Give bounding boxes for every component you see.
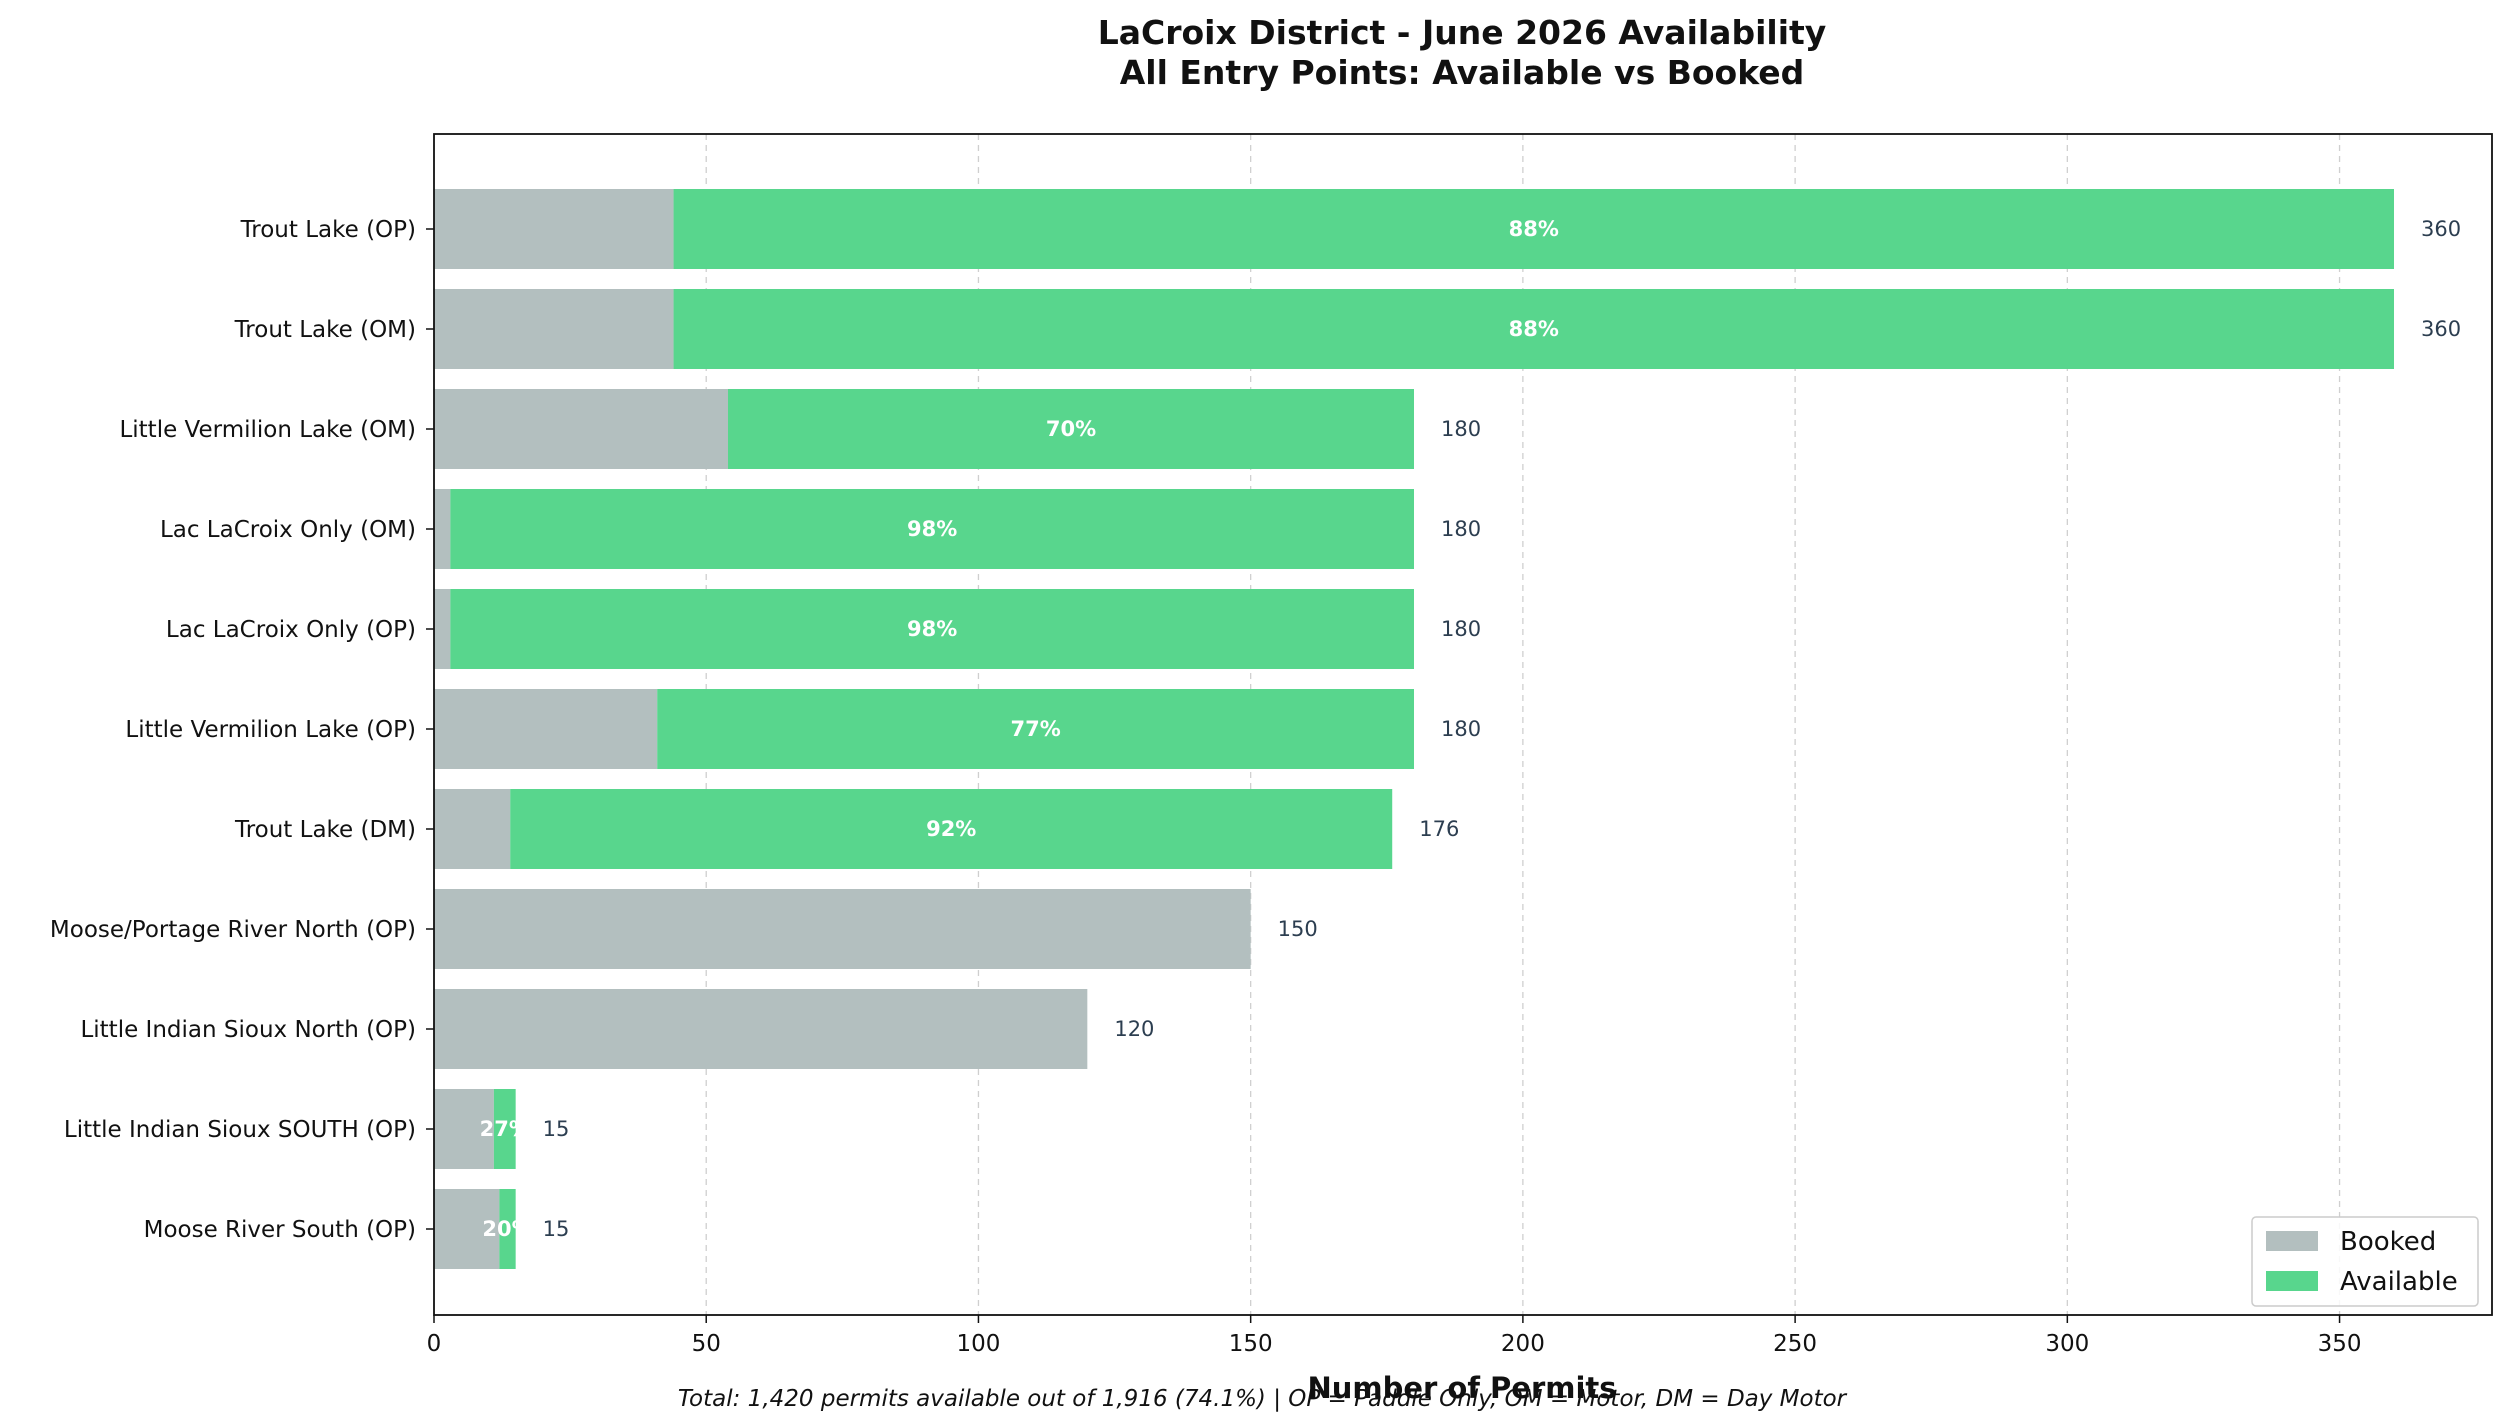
chart-subtitle: All Entry Points: Available vs Booked: [1120, 53, 1805, 92]
bar-total-label: 180: [1441, 417, 1481, 441]
bar-total-label: 150: [1278, 917, 1318, 941]
x-tick-label: 300: [2045, 1331, 2089, 1357]
bar-percent-label: 20%: [482, 1217, 532, 1241]
bar-booked: [434, 889, 1251, 969]
bar-percent-label: 70%: [1046, 417, 1096, 441]
bar-booked: [434, 289, 674, 369]
bar-booked: [434, 189, 674, 269]
bar-total-label: 15: [543, 1117, 570, 1141]
bar-percent-label: 88%: [1509, 317, 1559, 341]
bar-available: [450, 489, 1414, 569]
bar-available: [728, 389, 1414, 469]
bar-total-label: 180: [1441, 617, 1481, 641]
x-tick-label: 100: [956, 1331, 1000, 1357]
bar-booked: [434, 789, 511, 869]
bar-booked: [434, 389, 728, 469]
y-tick-label: Lac LaCroix Only (OP): [166, 617, 416, 643]
chart-title: LaCroix District - June 2026 Availabilit…: [1098, 13, 1827, 52]
footnote: Total: 1,420 permits available out of 1,…: [678, 1386, 1848, 1412]
bar-booked: [434, 1189, 500, 1269]
y-tick-label: Trout Lake (OM): [234, 317, 416, 343]
x-tick-label: 150: [1229, 1331, 1273, 1357]
x-tick-labels: 0 50 100 150 200 250 300 350: [427, 1315, 2362, 1357]
bar-total-label: 15: [543, 1217, 570, 1241]
bar-percent-label: 92%: [926, 817, 976, 841]
bar-percent-label: 98%: [907, 517, 957, 541]
bar-total-label: 176: [1419, 817, 1459, 841]
y-tick-label: Moose River South (OP): [144, 1217, 416, 1243]
bar-available: [450, 589, 1414, 669]
y-tick-label: Little Vermilion Lake (OP): [125, 717, 416, 743]
x-tick-label: 0: [427, 1331, 442, 1357]
y-tick-label: Trout Lake (OP): [240, 217, 416, 243]
y-tick-label: Lac LaCroix Only (OM): [160, 517, 416, 543]
bar-available: [673, 289, 2394, 369]
x-tick-label: 50: [692, 1331, 721, 1357]
bar-total-label: 180: [1441, 717, 1481, 741]
x-tick-label: 200: [1501, 1331, 1545, 1357]
bar-available: [499, 1189, 516, 1269]
plot-frame: [433, 133, 2493, 1316]
bar-booked: [434, 689, 658, 769]
y-tick-label: Little Vermilion Lake (OM): [119, 417, 416, 443]
x-tick-label: 250: [1773, 1331, 1817, 1357]
bar-total-label: 360: [2421, 317, 2461, 341]
bar-available: [493, 1089, 516, 1169]
bar-booked: [434, 489, 451, 569]
bar-booked: [434, 589, 451, 669]
legend-swatch-booked: [2266, 1231, 2318, 1251]
legend: Booked Available: [2251, 1216, 2479, 1307]
bar-percent-label: 98%: [907, 617, 957, 641]
y-tick-label: Moose/Portage River North (OP): [50, 917, 416, 943]
bar-percent-label: 77%: [1010, 717, 1060, 741]
legend-swatch-available: [2266, 1271, 2318, 1291]
bar-labels: 88% 360 88% 360 70% 180 98% 180 98% 180 77% 180 92% 1…: [480, 217, 2461, 1241]
y-tick-labels: Trout Lake (OP) Trout Lake (OM) Little Ver…: [50, 217, 434, 1243]
x-axis-label: Number of Permits: [1307, 1371, 1616, 1405]
bar-booked: [434, 1089, 494, 1169]
y-tick-label: Little Indian Sioux SOUTH (OP): [64, 1117, 416, 1143]
bar-available: [510, 789, 1393, 869]
bar-percent-label: 27%: [480, 1117, 530, 1141]
bar-available: [657, 689, 1414, 769]
bar-booked: [434, 989, 1088, 1069]
bar-available: [673, 189, 2394, 269]
y-tick-label: Little Indian Sioux North (OP): [80, 1017, 416, 1043]
bar-total-label: 120: [1114, 1017, 1154, 1041]
legend-label-available: Available: [2340, 1267, 2458, 1297]
legend-label-booked: Booked: [2340, 1227, 2436, 1257]
x-tick-label: 350: [2318, 1331, 2362, 1357]
bar-total-label: 180: [1441, 517, 1481, 541]
bar-total-label: 360: [2421, 217, 2461, 241]
y-tick-label: Trout Lake (DM): [234, 817, 416, 843]
bar-percent-label: 88%: [1509, 217, 1559, 241]
bar-marks: [434, 189, 2394, 1269]
